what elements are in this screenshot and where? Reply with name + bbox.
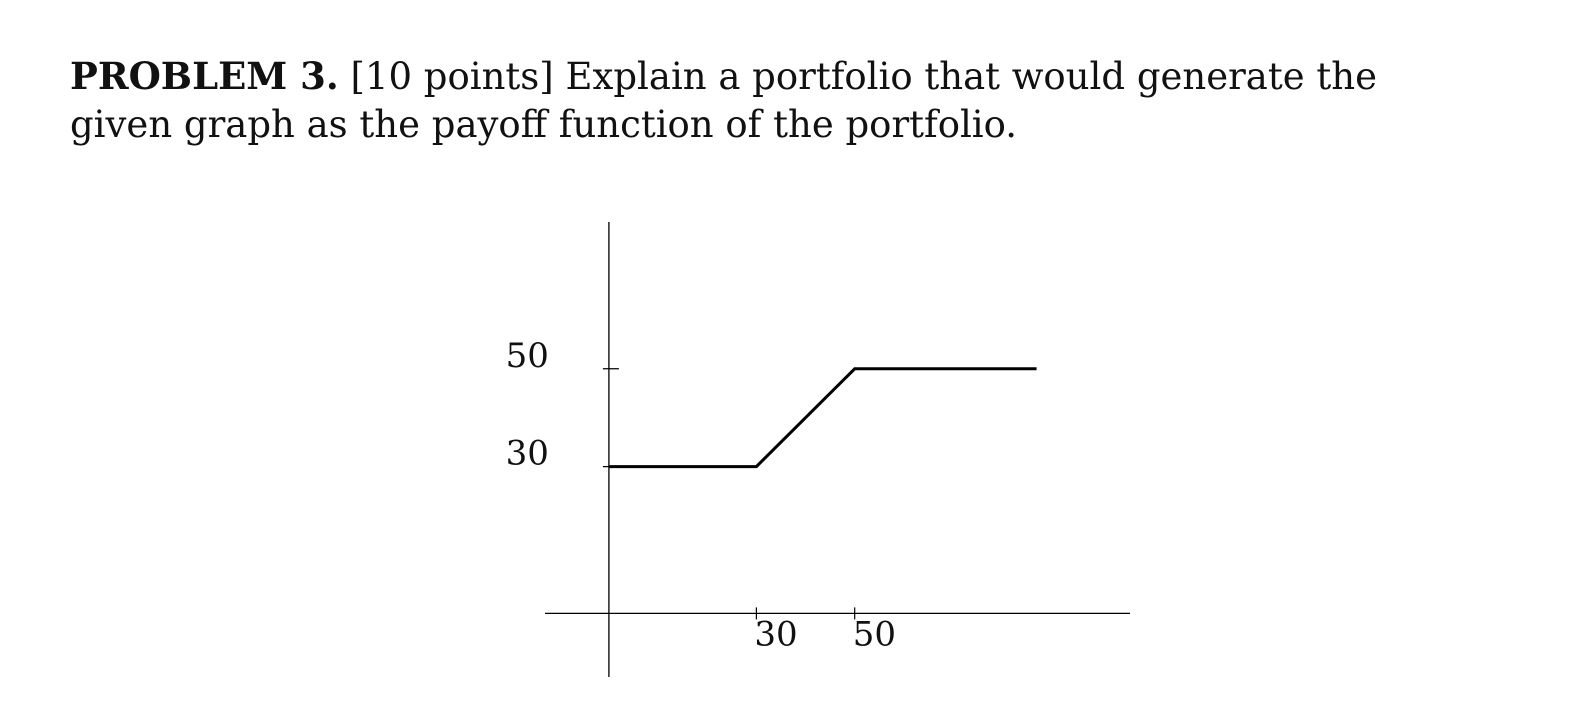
problem-statement: PROBLEM 3. [10 points] Explain a portfol… <box>70 52 1490 149</box>
x-tick-label-50: 50 <box>853 614 896 654</box>
payoff-line-0 <box>608 367 1037 469</box>
chart-tick-labels: 30 50 30 50 <box>506 336 896 655</box>
y-tick-label-50: 50 <box>506 336 549 376</box>
x-tick-label-30: 30 <box>754 614 797 654</box>
problem-text: [10 points] Explain a portfolio that wou… <box>70 55 1377 146</box>
problem-label: PROBLEM 3. <box>70 54 339 98</box>
y-tick-label-30: 30 <box>506 434 549 474</box>
chart-axes <box>545 222 1130 677</box>
chart-series <box>608 367 1037 469</box>
